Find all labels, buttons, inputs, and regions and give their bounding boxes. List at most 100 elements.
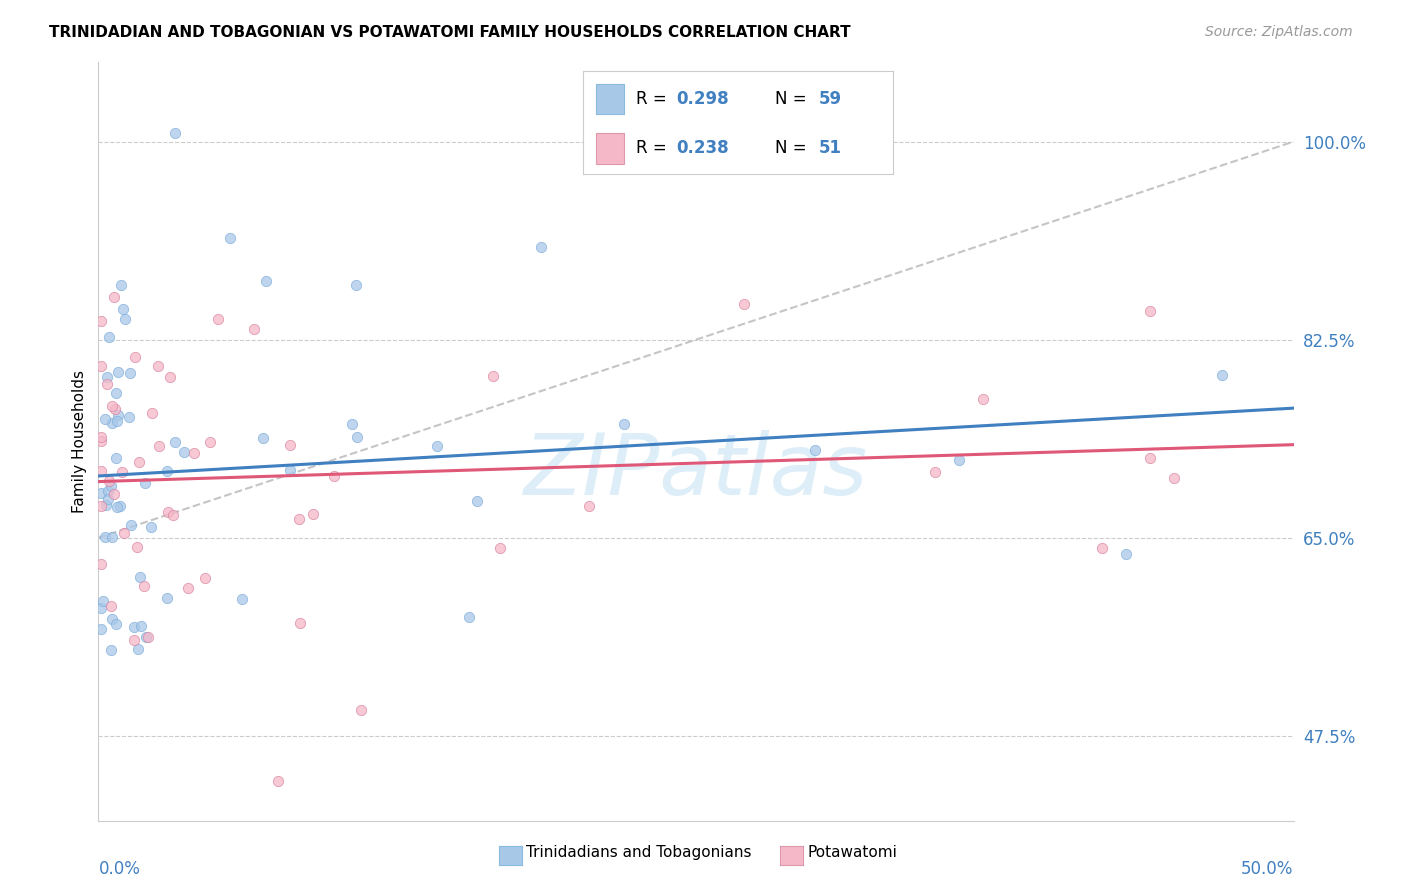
Point [120,518,142,533]
Text: R =: R = [636,139,672,157]
Point [156,591,179,606]
Point [94,530,117,544]
Point [107,365,129,379]
Point [733,297,755,311]
Point [114,312,136,326]
Point [97,492,120,507]
Point [302,507,325,521]
Point [148,359,170,373]
Y-axis label: Family Households: Family Households [72,370,87,513]
Point [972,392,994,406]
Point [243,322,266,336]
Point [482,369,505,384]
Point [90,486,112,500]
Point [90,622,112,636]
Text: Source: ZipAtlas.com: Source: ZipAtlas.com [1205,25,1353,39]
Point [94,412,117,426]
Point [90,557,112,571]
Point [98,474,121,488]
Point [90,499,112,513]
Point [90,464,112,478]
Point [139,520,162,534]
Point [177,581,200,595]
Point [458,609,481,624]
Text: N =: N = [775,139,813,157]
Point [101,612,124,626]
Point [104,402,127,417]
Point [1211,368,1233,382]
Point [156,464,179,478]
Point [136,630,159,644]
Point [252,431,274,445]
Point [290,615,312,630]
Point [613,417,636,431]
Text: 51: 51 [818,139,842,157]
Point [254,274,277,288]
Point [159,370,181,384]
Point [1139,304,1161,318]
Text: 50.0%: 50.0% [1241,860,1294,879]
Text: 0.298: 0.298 [676,90,728,108]
Point [91,594,114,608]
Point [110,278,132,293]
Point [219,230,242,244]
Point [90,434,112,449]
Point [183,446,205,460]
Point [578,499,600,513]
Point [426,439,449,453]
Point [100,599,122,614]
Point [340,417,363,431]
Point [135,631,157,645]
Text: Potawatomi: Potawatomi [807,846,897,860]
Point [124,351,146,365]
FancyBboxPatch shape [596,84,624,114]
Point [804,442,827,457]
Point [128,455,150,469]
Point [207,311,229,326]
Point [1163,471,1185,485]
Point [288,512,311,526]
Point [278,463,301,477]
Point [90,314,112,328]
Point [103,290,125,304]
Point [134,476,156,491]
Point [278,438,301,452]
Text: Trinidadians and Tobagonians: Trinidadians and Tobagonians [526,846,751,860]
Point [198,435,221,450]
Text: R =: R = [636,90,672,108]
Point [122,632,145,647]
Point [489,541,512,556]
Point [344,278,367,293]
Point [231,592,253,607]
Point [467,493,489,508]
Text: 59: 59 [818,90,842,108]
Point [322,468,344,483]
Point [1115,547,1137,561]
Text: 0.238: 0.238 [676,139,728,157]
Point [104,450,127,465]
Point [111,465,134,479]
Point [105,500,128,514]
Point [125,541,148,555]
Point [101,399,124,413]
Point [96,377,118,392]
Point [96,370,118,384]
Point [118,410,141,425]
Point [100,643,122,657]
Point [105,413,128,427]
Point [162,508,184,523]
Point [127,642,149,657]
Point [141,406,163,420]
Point [90,359,112,373]
Point [148,439,170,453]
Point [1139,451,1161,466]
Point [108,499,131,513]
Point [101,417,124,431]
Point [350,703,373,717]
Point [120,367,142,381]
Point [103,487,125,501]
Point [163,126,186,140]
Point [134,579,156,593]
Point [924,466,946,480]
Point [194,571,217,585]
